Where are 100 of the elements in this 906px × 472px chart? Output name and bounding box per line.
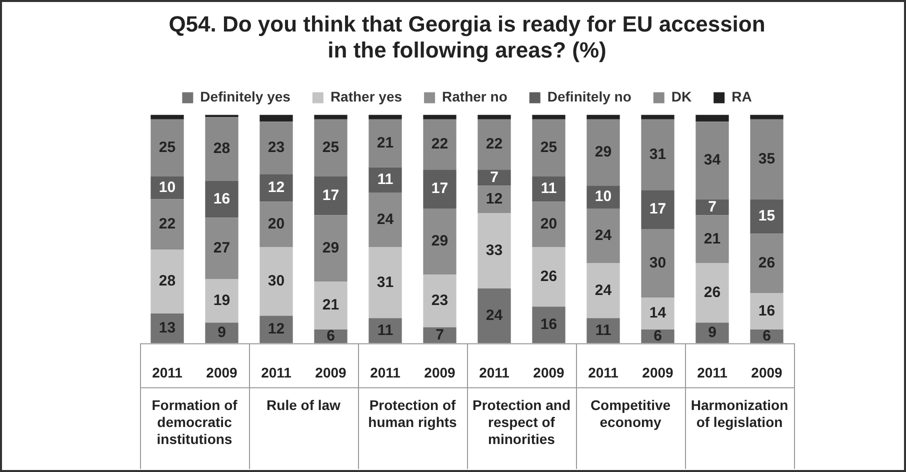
x-tick-label: 2011 <box>370 364 401 380</box>
data-label: 10 <box>158 179 176 196</box>
bar <box>586 208 620 264</box>
bar <box>641 119 674 190</box>
bar <box>696 322 729 344</box>
bar <box>150 114 184 120</box>
bar <box>641 114 674 120</box>
bar <box>478 186 511 214</box>
data-label: 30 <box>649 254 666 272</box>
data-label: 9 <box>708 324 716 342</box>
bar <box>586 318 620 344</box>
bar <box>532 306 566 344</box>
x-tick-label: 2009 <box>533 364 565 380</box>
legend-label: Rather yes <box>330 88 402 105</box>
data-label: 30 <box>268 272 285 290</box>
bar <box>150 119 184 176</box>
bar <box>150 250 184 314</box>
data-label: 16 <box>758 302 776 320</box>
text: Harmonization of legislation <box>690 397 788 430</box>
chart-title: Q54. Do you think that Georgia is ready for EU accession in the following areas? (%) <box>168 11 766 63</box>
legend-label: Rather no <box>442 88 508 105</box>
data-label: 19 <box>213 292 230 310</box>
bar <box>205 117 238 182</box>
bar <box>423 327 456 344</box>
data-label: 11 <box>595 322 612 339</box>
data-label: 7 <box>708 198 716 216</box>
x-tick-label: 2009 <box>424 364 456 380</box>
data-label: 29 <box>431 232 448 250</box>
bar <box>205 181 238 218</box>
bar <box>368 119 402 168</box>
text: Rule of law <box>266 397 341 414</box>
bar <box>314 176 348 216</box>
data-label: 16 <box>540 316 558 334</box>
data-label: 33 <box>486 242 503 259</box>
data-label: 11 <box>377 171 394 188</box>
bar <box>750 114 784 120</box>
bar <box>368 247 402 318</box>
data-label: 17 <box>649 200 666 218</box>
bar <box>368 167 402 192</box>
x-tick-label: 2011 <box>588 364 619 380</box>
bar <box>696 199 729 216</box>
data-label: 24 <box>594 282 612 299</box>
x-tick-label: 2009 <box>751 364 783 380</box>
data-label: 17 <box>431 180 448 198</box>
bar <box>314 114 348 120</box>
bar <box>750 234 784 293</box>
bar <box>750 199 784 234</box>
data-label: 21 <box>704 230 721 248</box>
bar <box>478 288 511 344</box>
bar <box>641 190 674 229</box>
bar <box>478 114 511 120</box>
data-label: 9 <box>218 324 226 342</box>
data-label: 17 <box>322 187 340 204</box>
bar <box>423 114 456 120</box>
data-label: 31 <box>376 274 394 291</box>
text: Competitive economy <box>590 397 671 430</box>
legend-label: Definitely no <box>547 88 632 105</box>
x-tick-label: 2011 <box>261 364 292 380</box>
bar <box>586 263 620 318</box>
data-label: 34 <box>704 152 722 169</box>
data-label: 29 <box>322 240 340 257</box>
legend-label: RA <box>732 88 752 105</box>
data-label: 15 <box>758 208 776 225</box>
data-label: 22 <box>486 136 503 153</box>
data-label: 12 <box>486 190 503 208</box>
data-label: 6 <box>762 327 771 344</box>
bar <box>423 119 456 170</box>
data-label: 21 <box>322 296 340 314</box>
data-label: 31 <box>649 146 666 163</box>
data-label: 22 <box>431 136 448 153</box>
bar <box>532 119 566 176</box>
bar <box>314 215 348 282</box>
data-label: 11 <box>377 322 394 339</box>
data-label: 12 <box>268 179 285 196</box>
data-label: 25 <box>540 139 558 156</box>
bar <box>696 215 729 264</box>
data-label: 20 <box>268 216 285 233</box>
data-label: 23 <box>268 139 285 156</box>
data-label: 22 <box>158 216 176 233</box>
data-label: 6 <box>654 327 662 344</box>
data-label: 35 <box>758 150 776 168</box>
bar <box>532 202 566 248</box>
bar <box>314 119 348 176</box>
bar <box>696 263 729 323</box>
x-tick-label: 2011 <box>152 364 183 380</box>
data-label: 21 <box>376 134 394 152</box>
bar <box>423 170 456 208</box>
bar <box>205 322 238 344</box>
data-label: 26 <box>758 254 776 272</box>
data-label: 12 <box>268 320 285 338</box>
bar <box>260 202 293 248</box>
bar <box>750 119 784 200</box>
data-label: 13 <box>158 319 176 336</box>
bar <box>205 218 238 280</box>
data-label: 28 <box>158 272 176 290</box>
legend-label: DK <box>671 88 692 105</box>
data-label: 24 <box>376 211 394 228</box>
data-label: 7 <box>436 326 444 344</box>
data-label: 25 <box>322 139 340 156</box>
bar <box>314 282 348 330</box>
